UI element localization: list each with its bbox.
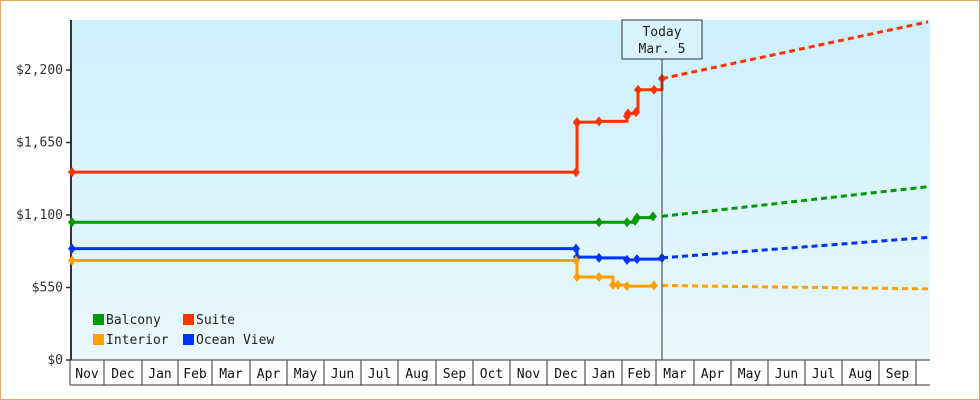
legend-item-suite[interactable]: Suite	[183, 313, 235, 328]
x-tick-label: Sep	[443, 367, 467, 382]
legend-swatch	[93, 314, 104, 325]
x-tick-label: Jun	[775, 367, 798, 382]
series-ocean-view	[68, 235, 929, 265]
x-tick-label: Nov	[75, 367, 99, 382]
plot-area	[72, 20, 930, 360]
y-axis: $0 $550 $1,100 $1,650 $2,200	[16, 20, 72, 368]
x-tick-label: Aug	[405, 367, 428, 382]
series-balcony	[68, 185, 929, 228]
x-tick-label: Apr	[701, 367, 725, 382]
legend-swatch	[183, 314, 194, 325]
legend-label: Suite	[196, 313, 235, 328]
x-tick-label: Jul	[812, 367, 835, 382]
x-tick-label: Oct	[480, 367, 503, 382]
y-tick-label: $0	[47, 353, 63, 368]
legend-swatch	[93, 334, 104, 345]
y-tick-label: $550	[32, 281, 63, 296]
legend-item-ocean-view[interactable]: Ocean View	[183, 333, 274, 348]
legend-label: Balcony	[106, 313, 161, 328]
x-tick-label: Nov	[517, 367, 541, 382]
y-tick-label: $1,100	[16, 208, 63, 223]
x-tick-label: Dec	[111, 367, 134, 382]
x-tick-label: Jan	[148, 367, 171, 382]
series-suite	[68, 20, 929, 178]
x-tick-label: Sep	[886, 367, 910, 382]
x-tick-label: Jul	[368, 367, 391, 382]
x-tick-label: Dec	[554, 367, 577, 382]
legend-swatch	[183, 334, 194, 345]
x-axis: Nov Dec Jan Feb Mar Apr May Jun Jul Aug Sep Oct Nov D…	[69, 359, 930, 386]
x-tick-label: May	[294, 367, 318, 382]
legend-label: Ocean View	[196, 333, 274, 348]
today-date: Mar. 5	[639, 42, 686, 57]
x-tick-label: Feb	[183, 367, 207, 382]
legend: Balcony Suite Interior Ocean View	[93, 313, 274, 348]
x-tick-label: Aug	[849, 367, 872, 382]
y-tick-label: $1,650	[16, 136, 63, 151]
x-tick-label: Jun	[331, 367, 354, 382]
today-marker: Today Mar. 5	[621, 19, 703, 360]
legend-label: Interior	[106, 333, 169, 348]
x-tick-label: May	[738, 367, 762, 382]
today-label: Today	[642, 25, 681, 40]
legend-item-interior[interactable]: Interior	[93, 333, 169, 348]
series-lines	[68, 20, 929, 292]
x-tick-label: Mar	[219, 367, 243, 382]
series-interior	[68, 255, 929, 292]
x-tick-label: Mar	[663, 367, 687, 382]
x-tick-label: Apr	[257, 367, 281, 382]
y-tick-label: $2,200	[16, 63, 63, 78]
x-tick-label: Feb	[627, 367, 651, 382]
legend-item-balcony[interactable]: Balcony	[93, 313, 161, 328]
x-tick-label: Jan	[592, 367, 615, 382]
